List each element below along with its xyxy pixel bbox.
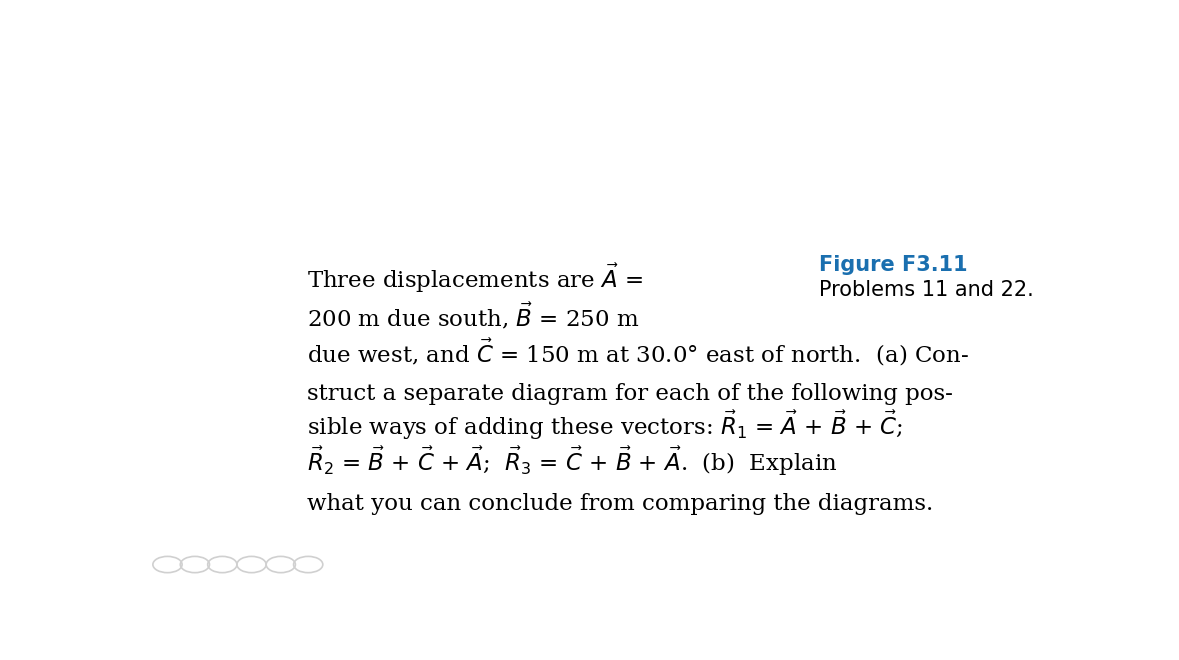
Text: Figure F3.11: Figure F3.11 <box>819 255 968 275</box>
Text: sible ways of adding these vectors: $\vec{R}_1$ = $\vec{A}$ + $\vec{B}$ + $\vec{: sible ways of adding these vectors: $\ve… <box>308 408 903 442</box>
Text: 200 m due south, $\vec{B}$ = 250 m: 200 m due south, $\vec{B}$ = 250 m <box>308 301 639 332</box>
Text: Problems 11 and 22.: Problems 11 and 22. <box>819 280 1034 300</box>
Text: $\vec{R}_2$ = $\vec{B}$ + $\vec{C}$ + $\vec{A}$;  $\vec{R}_3$ = $\vec{C}$ + $\ve: $\vec{R}_2$ = $\vec{B}$ + $\vec{C}$ + $\… <box>308 445 838 478</box>
Text: struct a separate diagram for each of the following pos-: struct a separate diagram for each of th… <box>308 383 953 405</box>
Text: due west, and $\vec{C}$ = 150 m at 30.0$\degree$ east of north.  (a) Con-: due west, and $\vec{C}$ = 150 m at 30.0$… <box>308 337 969 368</box>
Text: what you can conclude from comparing the diagrams.: what you can conclude from comparing the… <box>308 493 934 515</box>
Text: Three displacements are $\vec{A}$ =: Three displacements are $\vec{A}$ = <box>308 262 644 295</box>
